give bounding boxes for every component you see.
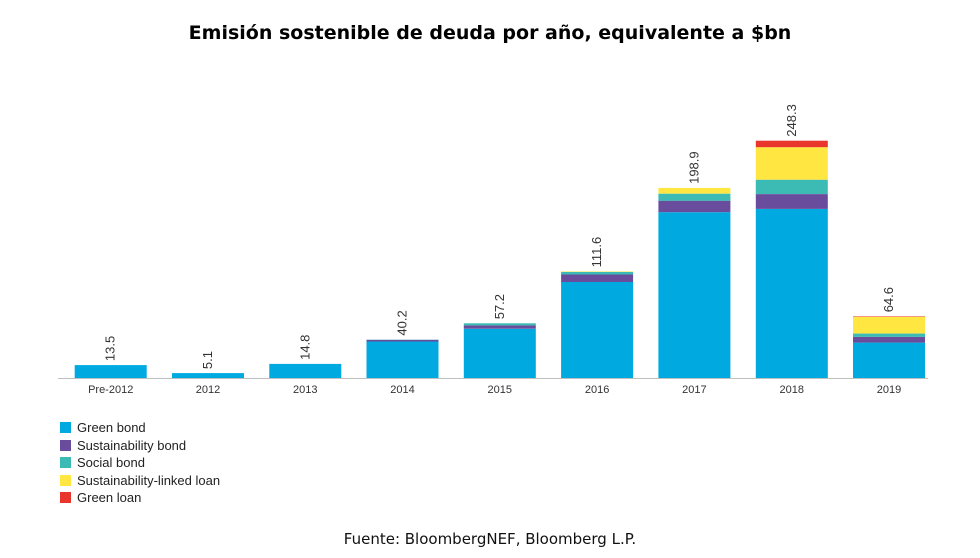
bar-segment-sustainability-linked-loan-2019	[853, 316, 925, 334]
data-label-2019: 64.6	[881, 287, 896, 312]
bar-segment-sustainability-bond-2019	[853, 336, 925, 343]
data-label-2014: 40.2	[395, 310, 410, 335]
legend-swatch-green-bond	[60, 422, 71, 434]
x-tick-label-2019: 2019	[877, 384, 901, 396]
bar-segment-sustainability-bond-2018	[755, 194, 828, 209]
data-label-2012: 5.1	[200, 351, 215, 369]
chart-legend: Green bond Sustainability bond Social bond…	[60, 419, 220, 507]
bar-segment-social-bond-2018	[755, 179, 828, 194]
bar-segment-green-bond-2016	[561, 282, 634, 378]
legend-label-social-bond: Social bond	[77, 455, 145, 471]
bar-segment-green-bond-2017	[658, 212, 731, 378]
legend-label-green-bond: Green bond	[77, 420, 146, 436]
legend-swatch-green-loan	[60, 492, 71, 504]
x-tick-label-2012: 2012	[196, 384, 220, 396]
legend-item-sustainability-bond: Sustainability bond	[60, 437, 220, 455]
bar-segment-sustainability-linked-loan-2018	[755, 147, 828, 180]
bar-segment-sustainability-bond-2015	[463, 325, 536, 329]
bar-segment-green-bond-2015	[463, 328, 536, 378]
bar-segment-green-bond-2013	[269, 363, 342, 378]
x-tick-label-2017: 2017	[682, 384, 706, 396]
bar-segment-green-bond-2012	[172, 373, 244, 378]
bar-segment-green-bond-2019	[853, 342, 925, 378]
legend-swatch-social-bond	[60, 457, 71, 469]
data-label-2013: 14.8	[297, 335, 312, 360]
bar-segment-green-loan-2019	[853, 316, 925, 317]
legend-item-green-loan: Green loan	[60, 489, 220, 507]
legend-item-green-bond: Green bond	[60, 419, 220, 437]
data-label-2018: 248.3	[784, 104, 799, 137]
stacked-bar-chart: 13.5 Pre-2012 5.1 2012 14.8 2013 40.2 2014 57.2 2…	[58, 104, 928, 396]
x-tick-label-2013: 2013	[293, 384, 317, 396]
bar-segment-sustainability-linked-loan-2016	[561, 271, 634, 272]
data-label-pre-2012: 13.5	[103, 336, 118, 361]
legend-item-sustainability-linked-loan: Sustainability-linked loan	[60, 472, 220, 490]
bar-segment-sustainability-linked-loan-2017	[658, 187, 731, 194]
legend-label-sustainability-bond: Sustainability bond	[77, 437, 187, 453]
legend-label-green-loan: Green loan	[77, 490, 142, 506]
x-tick-label-2015: 2015	[488, 384, 512, 396]
bar-segment-green-bond-2018	[755, 208, 828, 378]
bar-segment-social-bond-2015	[463, 323, 536, 326]
bar-segment-green-loan-2018	[755, 140, 828, 148]
x-tick-label-2018: 2018	[780, 384, 804, 396]
legend-label-sustainability-linked-loan: Sustainability-linked loan	[77, 472, 221, 488]
source-note: Fuente: BloombergNEF, Bloomberg L.P.	[343, 530, 637, 548]
bar-segment-sustainability-bond-2017	[658, 200, 731, 213]
bar-segment-social-bond-2017	[658, 193, 731, 201]
bar-segment-sustainability-bond-2014	[366, 339, 439, 342]
bar-segment-green-bond-pre-2012	[74, 365, 147, 378]
data-label-2015: 57.2	[492, 294, 507, 319]
data-label-2017: 198.9	[686, 151, 701, 184]
x-tick-label-2014: 2014	[390, 384, 414, 396]
legend-swatch-sustainability-linked-loan	[60, 474, 71, 486]
bar-segment-sustainability-bond-2016	[561, 274, 634, 282]
bar-segment-green-bond-2014	[366, 341, 439, 378]
legend-item-social-bond: Social bond	[60, 454, 220, 472]
x-tick-label-2016: 2016	[585, 384, 609, 396]
legend-swatch-sustainability-bond	[60, 439, 71, 451]
chart-title: Emisión sostenible de deuda por año, equ…	[188, 22, 792, 44]
bar-segment-social-bond-2016	[561, 271, 634, 275]
x-tick-label-pre-2012: Pre-2012	[88, 384, 133, 396]
bar-segment-social-bond-2019	[853, 333, 925, 337]
data-label-2016: 111.6	[589, 237, 604, 268]
